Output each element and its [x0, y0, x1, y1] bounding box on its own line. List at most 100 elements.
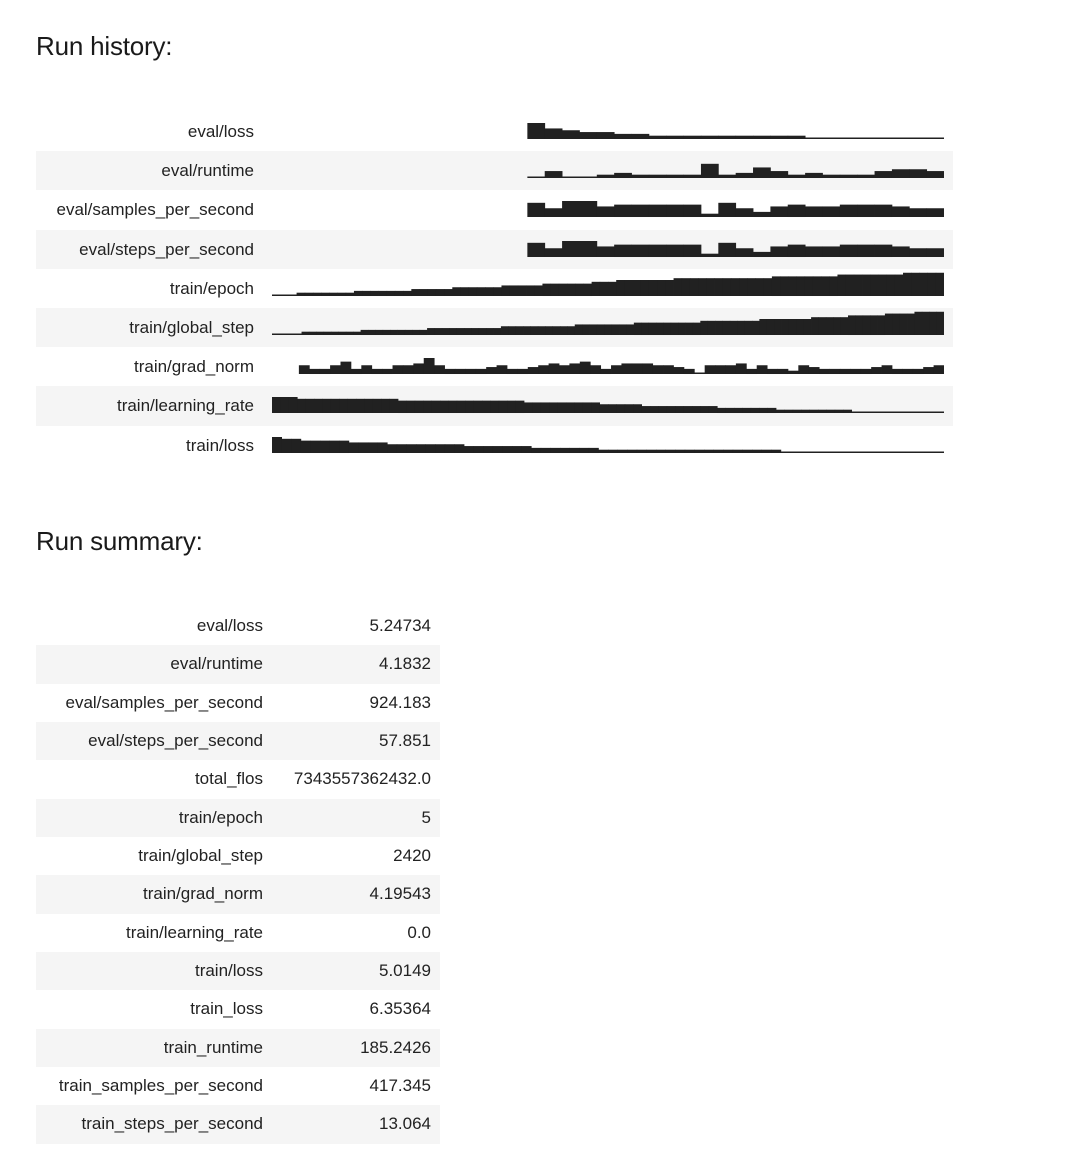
sparkline-bar: [648, 174, 667, 179]
sparkline-bar: [347, 399, 357, 414]
sparkline-bar: [766, 318, 775, 335]
sparkline-bar: [562, 240, 580, 257]
sparkline-bar: [527, 242, 546, 257]
sparkline-bar: [560, 326, 568, 335]
sparkline-bar: [735, 363, 747, 375]
sparkline-bar: [596, 174, 615, 179]
sparkline-bar: [640, 279, 650, 296]
sparkline-bar: [362, 290, 371, 296]
sparkline-bar: [377, 441, 388, 453]
sparkline-bar: [465, 400, 474, 414]
sparkline-bar: [891, 206, 910, 218]
sparkline-bar: [881, 365, 893, 375]
sparkline-bar: [582, 324, 590, 335]
sparkline-bar: [345, 331, 354, 335]
sparkline-bar: [666, 174, 684, 179]
sparkline-bar: [921, 311, 930, 335]
sparkline-bar: [933, 365, 944, 375]
sparkline-bar: [714, 277, 724, 296]
sparkline-bar: [718, 174, 737, 179]
sparkline-bar: [780, 276, 789, 296]
sparkline-bar: [641, 322, 650, 335]
summary-metric-value: 7343557362432.0: [293, 769, 431, 789]
sparkline-bar: [304, 292, 314, 296]
history-row: train/epoch: [36, 269, 953, 308]
sparkline-bar: [559, 365, 570, 375]
sparkline-bar: [596, 324, 605, 335]
sparkline-bar: [692, 406, 701, 414]
sparkline-chart: [527, 240, 944, 257]
summary-row: total_flos 7343557362432.0: [36, 760, 440, 798]
sparkline-bar: [475, 369, 487, 375]
sparkline-bar: [935, 272, 944, 296]
sparkline-bar: [787, 244, 806, 257]
sparkline-bar: [562, 130, 580, 139]
sparkline-bar: [280, 397, 290, 414]
sparkline-bar: [756, 365, 768, 375]
sparkline-bar: [389, 399, 399, 414]
summary-metric-label: train_samples_per_second: [58, 1076, 263, 1096]
sparkline-bar: [700, 406, 710, 414]
sparkline-bar: [331, 331, 339, 335]
sparkline-bar: [550, 447, 561, 453]
sparkline-bar: [604, 324, 613, 335]
sparkline-bar: [296, 292, 306, 296]
sparkline-bar: [281, 438, 292, 453]
sparkline-bar: [853, 274, 863, 296]
sparkline-bar: [893, 411, 903, 414]
sparkline-bar: [718, 242, 737, 257]
sparkline-bar: [406, 443, 417, 453]
summary-metric-value: 4.1832: [379, 654, 431, 674]
sparkline-bar: [747, 277, 756, 296]
sparkline-bar: [596, 246, 615, 257]
sparkline-bar: [448, 400, 458, 414]
sparkline-bar: [732, 449, 743, 453]
sparkline-chart: [298, 358, 944, 375]
sparkline-bar: [857, 205, 875, 218]
sparkline-bar: [297, 399, 306, 414]
sparkline-bar: [855, 315, 864, 335]
sparkline-bar: [896, 451, 906, 453]
sparkline-bar: [843, 410, 852, 414]
sparkline-bar: [907, 313, 915, 335]
sparkline-bar: [279, 333, 288, 335]
sparkline-bar: [734, 408, 743, 414]
sparkline-chart: [527, 201, 944, 218]
history-row: eval/steps_per_second: [36, 229, 953, 269]
sparkline-bar: [821, 276, 830, 296]
sparkline-bar: [482, 400, 491, 414]
sparkline-bar: [792, 410, 802, 414]
sparkline-bar: [860, 411, 869, 414]
sparkline-bar: [330, 399, 340, 414]
sparkline-bar: [464, 327, 472, 335]
sparkline-chart: [272, 397, 944, 414]
sparkline-bar: [848, 451, 858, 453]
sparkline-bar: [801, 410, 810, 414]
sparkline-bar: [611, 324, 620, 335]
sparkline-bar: [700, 320, 709, 335]
sparkline-bar: [534, 285, 543, 296]
sparkline-bar: [776, 410, 785, 414]
sparkline-bar: [527, 203, 546, 218]
summary-metric-value: 0.0: [407, 922, 431, 942]
sparkline-bar: [850, 369, 862, 375]
sparkline-bar: [742, 449, 753, 453]
sparkline-bar: [368, 441, 378, 453]
sparkline-bar: [909, 137, 928, 139]
sparkline-chart: [272, 311, 944, 335]
sparkline-bar: [707, 320, 716, 335]
sparkline-bar: [301, 331, 310, 335]
sparkline-bar: [892, 313, 901, 335]
sparkline-bar: [746, 369, 758, 375]
sparkline-bar: [761, 449, 772, 453]
sparkline-bar: [330, 365, 341, 375]
sparkline-bar: [631, 205, 650, 218]
sparkline-bar: [473, 400, 483, 414]
summary-metric-value: 4.19543: [369, 884, 431, 904]
sparkline-bar: [596, 206, 615, 218]
sparkline-bar: [316, 331, 325, 335]
sparkline-bar: [485, 287, 494, 296]
sparkline-bar: [857, 174, 875, 179]
sparkline-bar: [787, 174, 806, 179]
sparkline-bar: [730, 277, 740, 296]
